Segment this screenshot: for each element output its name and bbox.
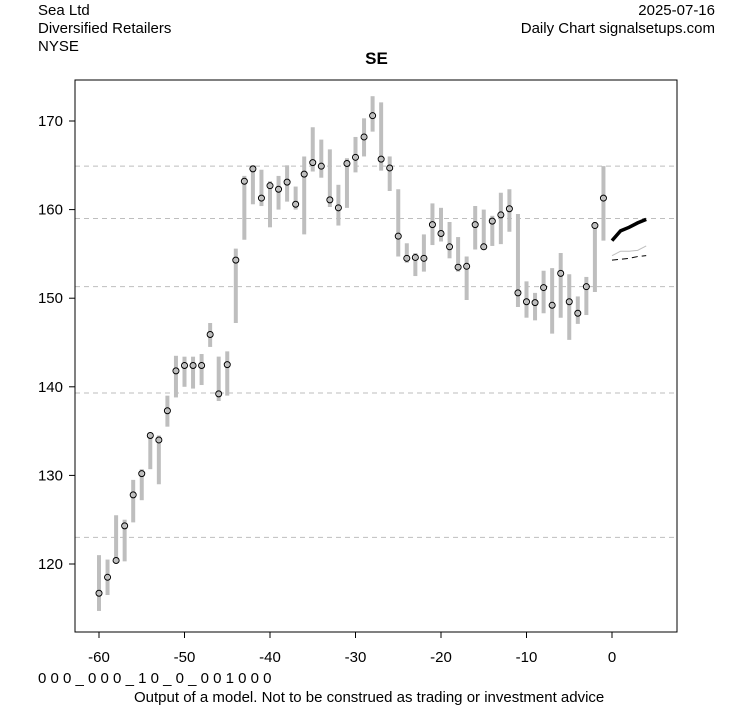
x-tick-label: -10: [516, 649, 538, 666]
y-tick-label: 120: [38, 556, 63, 573]
close-point: [155, 436, 163, 444]
close-point: [181, 362, 188, 370]
y-tick-label: 150: [38, 290, 63, 307]
close-point: [488, 217, 496, 225]
close-point: [163, 407, 171, 415]
y-tick-label: 170: [38, 113, 63, 130]
close-point: [95, 589, 103, 597]
signal-code: 0 0 0 _ 0 0 0 _ 1 0 _ 0 _ 0 0 1 0 0 0: [38, 670, 272, 687]
close-point: [411, 253, 419, 261]
forecast-band-line: [611, 245, 647, 257]
close-point: [471, 221, 479, 229]
close-point: [514, 289, 522, 297]
x-tick-label: -60: [88, 649, 110, 666]
close-point: [189, 362, 197, 370]
chart-date: 2025-07-16: [638, 2, 715, 19]
close-point: [309, 159, 317, 167]
close-point: [574, 309, 582, 317]
close-point: [172, 367, 180, 375]
close-point: [198, 362, 206, 370]
y-tick-label: 130: [38, 467, 63, 484]
close-point: [283, 178, 291, 186]
close-point: [112, 556, 120, 564]
close-point: [249, 165, 257, 173]
forecast-lower-line: [611, 255, 647, 261]
close-point: [369, 112, 377, 120]
forecast-line: [610, 217, 647, 242]
close-point: [266, 182, 274, 190]
close-point: [129, 491, 137, 499]
plot-frame: [74, 79, 678, 633]
close-point: [206, 331, 214, 339]
close-point: [463, 262, 471, 270]
close-point: [300, 170, 308, 178]
x-tick-label: -30: [345, 649, 367, 666]
x-tick-label: -40: [259, 649, 281, 666]
close-point: [377, 155, 385, 163]
close-point: [334, 204, 342, 212]
sector-label: Diversified Retailers: [38, 20, 172, 37]
company-name: Sea Ltd: [38, 2, 90, 19]
close-point: [420, 254, 428, 262]
close-point: [565, 298, 573, 306]
close-point: [326, 196, 334, 204]
close-point: [454, 263, 462, 271]
close-point: [531, 299, 539, 307]
chart-source: Daily Chart signalsetups.com: [520, 20, 715, 37]
close-point: [480, 243, 488, 251]
close-point: [394, 232, 402, 240]
close-point: [428, 221, 436, 229]
close-point: [557, 269, 565, 277]
y-tick-label: 140: [38, 379, 63, 396]
close-point: [352, 153, 359, 161]
close-point: [215, 390, 223, 398]
close-point: [275, 185, 283, 193]
close-point: [292, 200, 300, 208]
close-point: [403, 254, 411, 262]
close-point: [138, 470, 146, 478]
close-point: [317, 162, 325, 170]
x-tick-label: -20: [430, 649, 452, 666]
close-point: [104, 573, 112, 581]
close-point: [548, 301, 556, 309]
x-tick-label: -50: [174, 649, 196, 666]
close-point: [437, 230, 445, 238]
chart-title: SE: [365, 49, 388, 68]
close-point: [599, 194, 607, 202]
close-point: [343, 160, 351, 168]
close-point: [591, 222, 599, 230]
close-point: [505, 205, 513, 213]
close-point: [146, 432, 154, 440]
close-point: [257, 194, 265, 202]
y-tick-label: 160: [38, 202, 63, 219]
close-point: [360, 133, 368, 141]
close-point: [582, 283, 590, 291]
x-tick-label: 0: [608, 649, 616, 666]
close-point: [121, 522, 129, 530]
close-point: [497, 211, 505, 219]
close-point: [232, 256, 240, 264]
exchange-label: NYSE: [38, 38, 79, 55]
close-point: [523, 298, 530, 306]
close-point: [540, 284, 548, 292]
close-point: [386, 164, 394, 172]
close-point: [446, 243, 454, 251]
disclaimer: Output of a model. Not to be construed a…: [134, 689, 605, 706]
close-point: [223, 361, 231, 369]
close-point: [240, 177, 248, 185]
